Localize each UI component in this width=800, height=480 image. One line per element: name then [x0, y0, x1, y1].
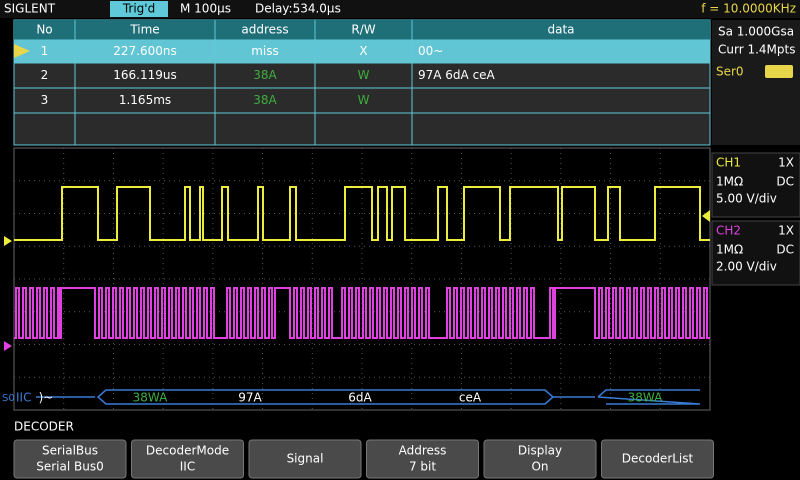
- table-cell: 97A 6dA ceA: [418, 68, 496, 82]
- menu-button[interactable]: [483, 439, 597, 479]
- ch2-trace: [14, 287, 710, 339]
- menu-button-label: 7 bit: [409, 460, 436, 474]
- table-cell: miss: [251, 44, 279, 58]
- timebase: M 100μs: [180, 2, 231, 16]
- channel-impedance: 1MΩ: [716, 175, 743, 189]
- channel-box: [711, 220, 800, 286]
- menu-button-label: SerialBus: [42, 444, 98, 458]
- channel-name: CH1: [716, 156, 741, 170]
- table-cell: 3: [41, 93, 49, 107]
- menu-button[interactable]: [366, 439, 479, 479]
- bus-segment: 38WA: [133, 391, 168, 405]
- column-header: data: [547, 23, 574, 37]
- trigger-level: [702, 210, 710, 222]
- channel-impedance: 1MΩ: [716, 243, 743, 257]
- ch1-marker: [4, 236, 12, 246]
- table-cell: 38A: [253, 93, 277, 107]
- bus-segment: ceA: [459, 391, 482, 405]
- table-cell: 1: [41, 44, 49, 58]
- bus-frames: [36, 389, 701, 405]
- table-cell: 2: [41, 68, 49, 82]
- grid: [14, 148, 710, 410]
- channel-probe: 1X: [778, 224, 794, 238]
- bus-prefix: S0: [2, 393, 15, 404]
- grid-frame: [13, 147, 711, 411]
- selected-row[interactable]: [14, 40, 710, 63]
- ch2-marker: [4, 341, 12, 351]
- menu-button-label: IIC: [180, 460, 195, 474]
- menu-button-label: Address: [399, 444, 447, 458]
- menu-button-label: Signal: [287, 452, 324, 466]
- table-cell: 166.119us: [113, 68, 176, 82]
- menu-button[interactable]: [13, 439, 127, 479]
- menu-bar: SerialBus Serial Bus0 DecoderMode IIC Signal…: [13, 439, 714, 479]
- menu-button-label: Display: [518, 444, 562, 458]
- side-panel: [712, 20, 800, 145]
- menu-button[interactable]: [601, 439, 714, 479]
- table-cell: 00~: [418, 44, 443, 58]
- bus-segment: 97A: [238, 391, 262, 405]
- menu-title: DECODER: [14, 420, 74, 434]
- table-cell: W: [358, 68, 370, 82]
- row-pointer: [14, 44, 30, 58]
- serial-indicator: [765, 65, 793, 78]
- serial-label: Ser0: [716, 65, 744, 79]
- trigger-status: Trig'd: [122, 2, 155, 16]
- channel-scale: 2.00 V/div: [716, 260, 777, 274]
- table-cell: X: [359, 44, 367, 58]
- table-cell: W: [358, 93, 370, 107]
- channel-box: [711, 152, 800, 218]
- column-header: No: [36, 23, 52, 37]
- menu-button-label: Serial Bus0: [36, 460, 104, 474]
- column-header: address: [241, 23, 288, 37]
- table-cell: 1.165ms: [119, 93, 171, 107]
- delay: Delay:534.0μs: [255, 2, 341, 16]
- trigger-badge: [110, 1, 168, 17]
- bus-segment: )~: [39, 391, 54, 405]
- channel-panels: CH1 1X 1MΩ DC 5.00 V/div CH2 1X 1MΩ DC 2.00 V/div: [711, 152, 800, 286]
- column-header: Time: [129, 23, 159, 37]
- channel-scale: 5.00 V/div: [716, 192, 777, 206]
- memory-depth: Curr 1.4Mpts: [718, 43, 795, 57]
- bus-label: IIC: [16, 391, 31, 405]
- channel-coupling: DC: [776, 175, 794, 189]
- menu-button-label: DecoderMode: [146, 444, 229, 458]
- frequency: f = 10.0000KHz: [701, 2, 796, 16]
- bus-segments: )~ 38WA 97A 6dA ceA 38WA: [39, 391, 664, 405]
- menu-button[interactable]: [248, 439, 362, 479]
- brand: SIGLENT: [4, 2, 56, 16]
- menu-button[interactable]: [131, 439, 244, 479]
- table-cell: 38A: [253, 68, 277, 82]
- channel-name: CH2: [716, 224, 741, 238]
- bus-segment: 6dA: [348, 391, 372, 405]
- bus-segment: 38WA: [628, 391, 663, 405]
- table-header: [14, 20, 710, 40]
- menu-button-label: DecoderList: [622, 452, 694, 466]
- sample-rate: Sa 1.000Gsa: [718, 25, 794, 39]
- channel-coupling: DC: [776, 243, 794, 257]
- menu-button-label: On: [531, 460, 548, 474]
- column-header: R/W: [351, 23, 375, 37]
- top-bar: [0, 0, 800, 18]
- channel-probe: 1X: [778, 156, 794, 170]
- ch1-trace: [14, 186, 710, 241]
- table-cell: 227.600ns: [113, 44, 176, 58]
- decode-table: No Time address R/W data 1 227.600ns miss X 00~ 2 1…: [13, 19, 711, 146]
